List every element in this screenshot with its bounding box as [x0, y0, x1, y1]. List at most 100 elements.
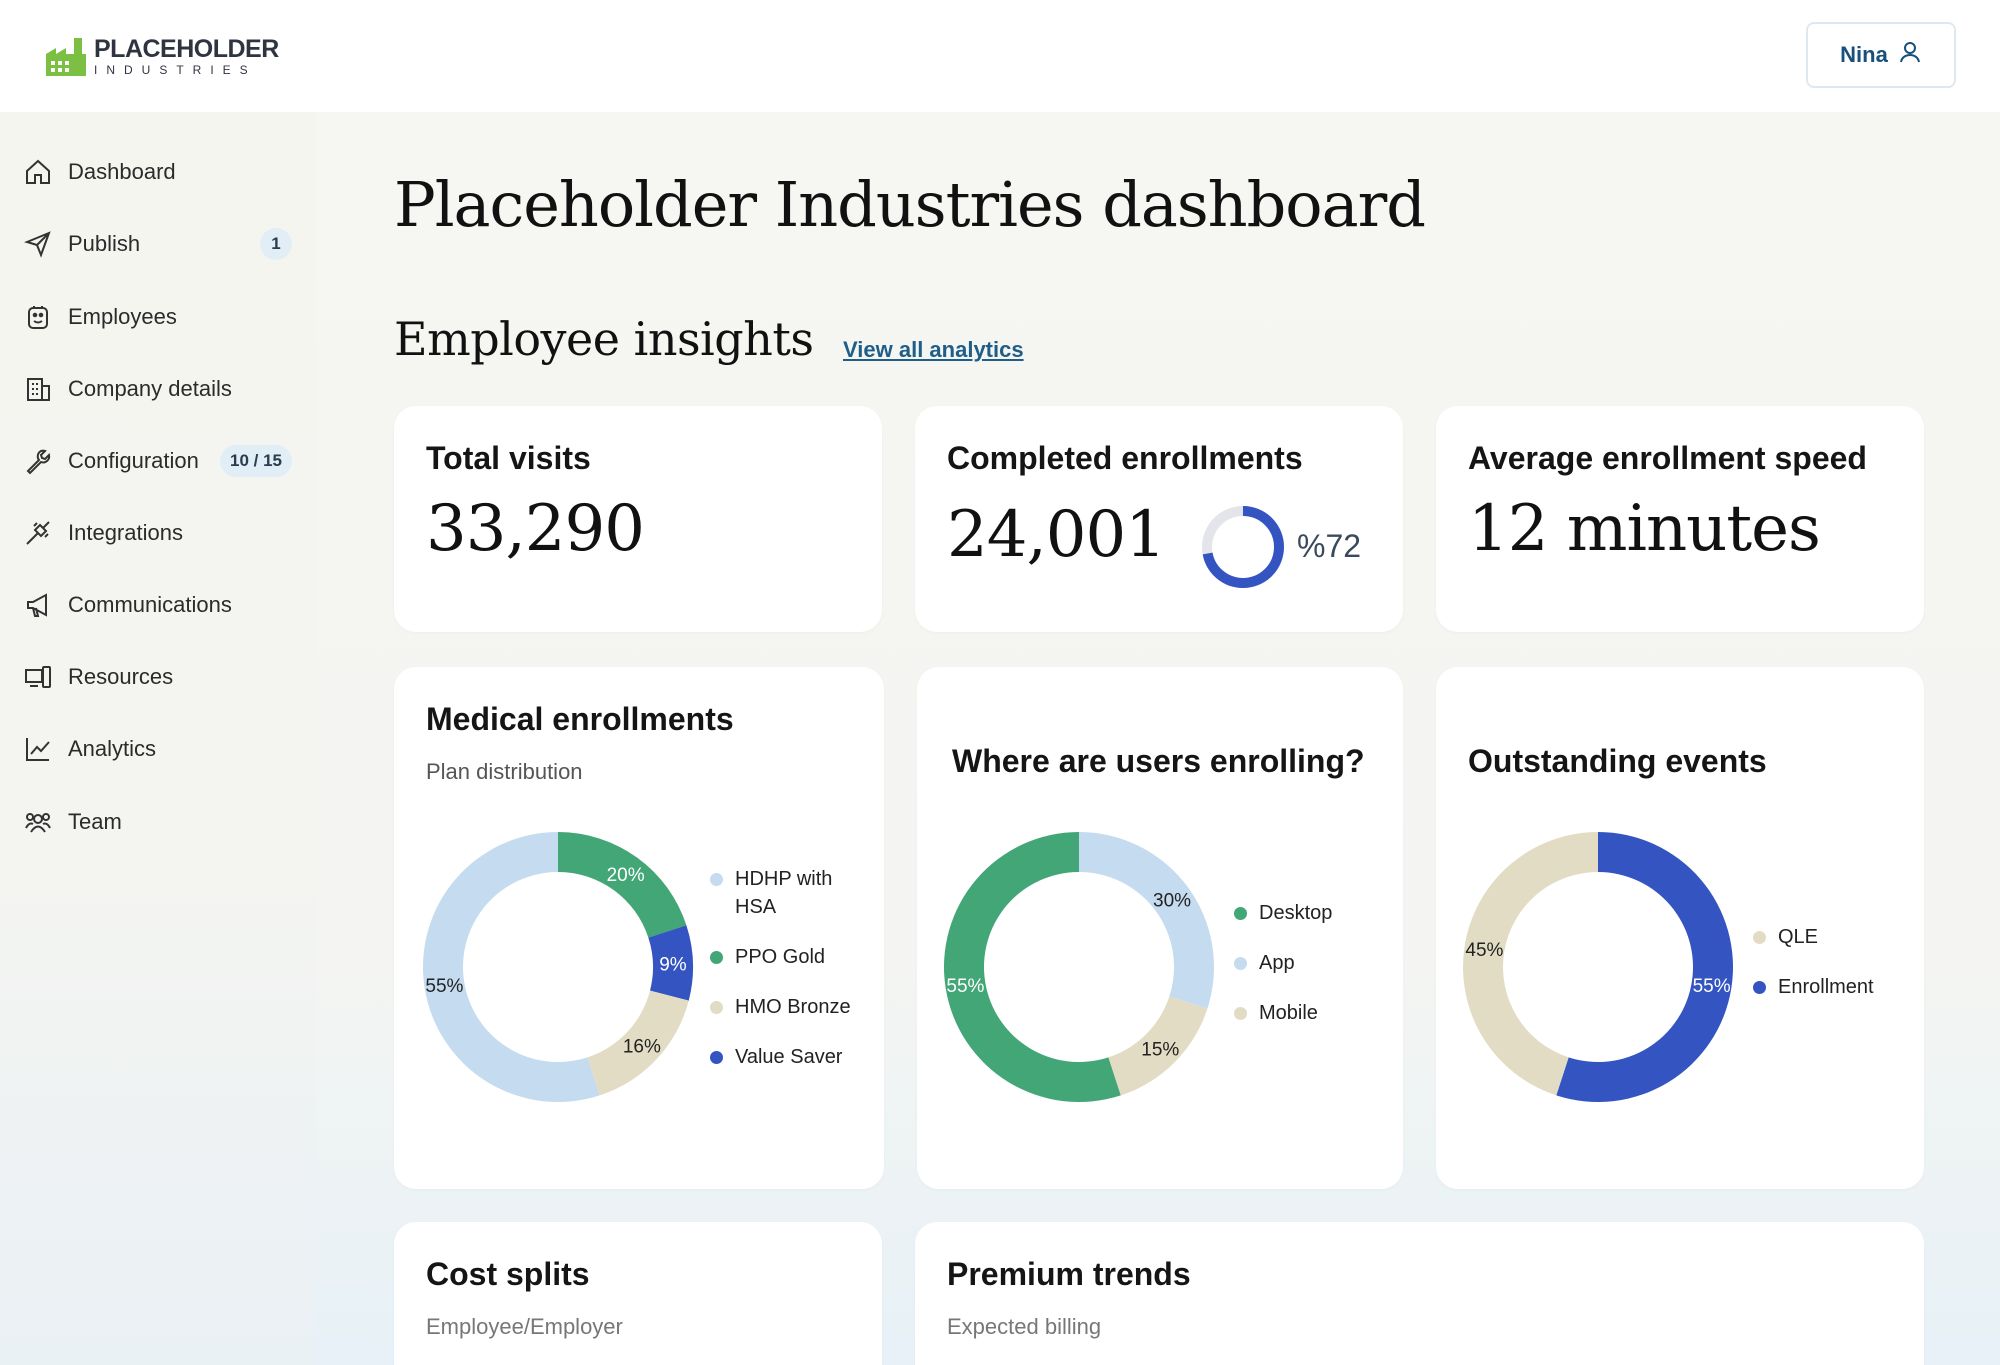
legend-label: HMO Bronze — [735, 996, 851, 1018]
card-title: Total visits — [426, 440, 591, 476]
sidebar-item-label: Communications — [68, 592, 232, 617]
slice-label-app: 30% — [1153, 890, 1191, 911]
card-subtitle: Plan distribution — [426, 759, 583, 784]
sidebar-item-analytics[interactable]: Analytics — [22, 724, 292, 774]
sidebar-item-dashboard[interactable]: Dashboard — [22, 147, 292, 197]
sidebar-item-label: Company details — [68, 376, 232, 401]
premium-trends-card: Premium trends Expected billing — [915, 1222, 1924, 1365]
sidebar-item-label: Configuration — [68, 448, 199, 473]
legend-label: HDHP with HSA — [735, 868, 833, 918]
slice-ppo-gold[interactable] — [558, 832, 687, 938]
slice-app[interactable] — [1079, 832, 1214, 1009]
medical-enrollments-card: Medical enrollments Plan distribution 20… — [394, 667, 884, 1189]
enrollment-progress-ring — [1202, 506, 1284, 588]
slice-label-mobile: 15% — [1141, 1039, 1179, 1060]
sidebar-item-label: Team — [68, 809, 122, 834]
legend-item-mobile: Mobile — [1234, 999, 1318, 1027]
enrollment-percent-label: %72 — [1297, 528, 1362, 564]
legend-item-hmo-bronze: HMO Bronze — [710, 993, 860, 1021]
sidebar-item-employees[interactable]: Employees — [22, 292, 292, 342]
legend-label: Enrollment — [1778, 976, 1874, 998]
legend-item-desktop: Desktop — [1234, 899, 1332, 927]
slice-label-value-saver: 9% — [659, 954, 687, 975]
legend-item-ppo-gold: PPO Gold — [710, 943, 860, 971]
user-name: Nina — [1840, 42, 1888, 67]
sidebar-item-label: Publish — [68, 231, 141, 256]
legend-item-app: App — [1234, 949, 1295, 977]
card-title: Premium trends — [947, 1256, 1191, 1292]
slice-mobile[interactable] — [1108, 996, 1208, 1096]
legend-label: Desktop — [1259, 902, 1333, 924]
slice-hmo-bronze[interactable] — [587, 990, 689, 1096]
slice-hdhp-with-hsa[interactable] — [422, 832, 600, 1102]
legend-label: App — [1259, 952, 1295, 974]
company-logo[interactable]: PLACEHOLDER INDUSTRIES — [44, 32, 279, 80]
total-visits-card: Total visits 33,290 — [394, 406, 882, 632]
slice-label-qle: 45% — [1465, 940, 1503, 961]
legend-swatch — [1234, 957, 1247, 970]
logo-title: PLACEHOLDER — [94, 34, 279, 63]
megaphone-icon — [22, 589, 54, 621]
sidebar-item-label: Dashboard — [68, 159, 176, 184]
slice-label-ppo-gold: 20% — [607, 865, 645, 886]
top-bar: PLACEHOLDER INDUSTRIES Nina — [0, 0, 2000, 112]
legend-item-hdhp-with-hsa: HDHP with HSA — [710, 865, 860, 921]
card-title: Cost splits — [426, 1256, 590, 1292]
view-all-analytics-link[interactable]: View all analytics — [843, 337, 1024, 362]
building-icon — [22, 373, 54, 405]
legend-item-value-saver: Value Saver — [710, 1043, 860, 1071]
legend-item-enrollment: Enrollment — [1753, 973, 1874, 1001]
sidebar-item-communications[interactable]: Communications — [22, 580, 292, 630]
sidebar-item-company-details[interactable]: Company details — [22, 364, 292, 414]
page-title: Placeholder Industries dashboard — [394, 168, 1426, 241]
card-title: Where are users enrolling? — [952, 743, 1365, 779]
legend-swatch — [710, 951, 723, 964]
card-title: Medical enrollments — [426, 701, 734, 737]
home-icon — [22, 156, 54, 188]
sidebar-item-integrations[interactable]: Integrations — [22, 508, 292, 558]
team-icon — [22, 806, 54, 838]
sidebar-item-resources[interactable]: Resources — [22, 652, 292, 702]
events-donut-chart: 55% 45% — [1463, 832, 1733, 1102]
legend-swatch — [710, 1001, 723, 1014]
location-donut-chart: 30% 15% 55% — [943, 832, 1214, 1102]
section-title: Employee insights — [394, 312, 814, 366]
legend-label: QLE — [1778, 926, 1819, 948]
legend-swatch — [1753, 981, 1766, 994]
slice-label-enrollment: 55% — [1693, 976, 1731, 997]
slice-label-desktop: 55% — [946, 976, 984, 997]
completed-enrollments-value: 24,001 — [947, 498, 1166, 572]
card-title: Average enrollment speed — [1468, 440, 1867, 476]
sidebar-item-label: Resources — [68, 664, 174, 689]
sidebar-item-configuration[interactable]: Configuration 10 / 15 — [22, 436, 292, 486]
card-title: Outstanding events — [1468, 743, 1767, 779]
legend-item-qle: QLE — [1753, 923, 1818, 951]
slice-value-saver[interactable] — [648, 925, 693, 1001]
factory-icon — [44, 34, 88, 78]
progress-fill — [1202, 506, 1284, 588]
completed-enrollments-card: Completed enrollments 24,001 %72 — [915, 406, 1403, 632]
slice-enrollment[interactable] — [1556, 832, 1733, 1102]
slice-label-hdhp-with-hsa: 55% — [425, 976, 463, 997]
total-visits-value: 33,290 — [426, 492, 645, 566]
wrench-icon — [22, 445, 54, 477]
avg-speed-value: 12 minutes — [1468, 492, 1821, 566]
outstanding-events-card: Outstanding events 55% 45% QLE Enrollment — [1436, 667, 1924, 1189]
card-title: Completed enrollments — [947, 440, 1303, 476]
logo-subtitle: INDUSTRIES — [94, 62, 257, 77]
legend-label: PPO Gold — [735, 946, 826, 968]
sidebar-item-publish[interactable]: Publish 1 — [22, 219, 292, 269]
user-menu-button[interactable]: Nina — [1806, 22, 1956, 88]
legend-swatch — [1234, 1007, 1247, 1020]
cost-splits-card: Cost splits Employee/Employer — [394, 1222, 882, 1365]
publish-count-badge: 1 — [260, 228, 292, 260]
enrollment-location-card: Where are users enrolling? 30% 15% 55% Des… — [917, 667, 1403, 1189]
sidebar-item-team[interactable]: Team — [22, 797, 292, 847]
configuration-progress-badge: 10 / 15 — [220, 445, 292, 477]
slice-desktop[interactable] — [943, 832, 1121, 1102]
sidebar: Dashboard Publish 1 Employees Company de… — [0, 112, 316, 1365]
slice-label-hmo-bronze: 16% — [623, 1037, 661, 1058]
card-subtitle: Employee/Employer — [426, 1314, 623, 1339]
slice-qle[interactable] — [1463, 832, 1598, 1096]
